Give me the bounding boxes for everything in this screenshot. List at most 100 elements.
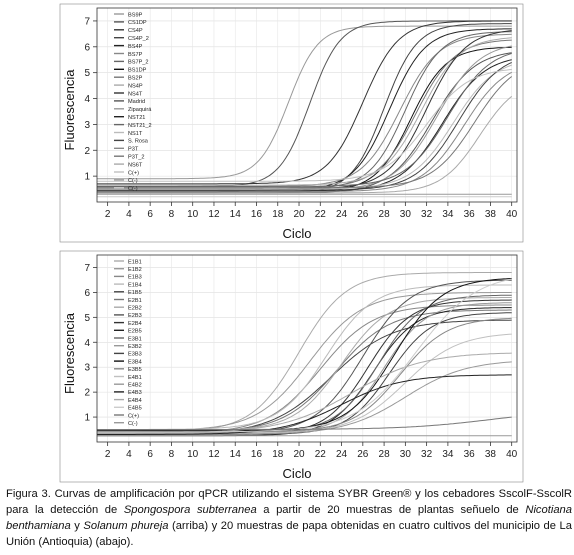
- x-tick-label: 30: [400, 449, 412, 460]
- legend-label: E1B5: [128, 290, 142, 296]
- legend-label: E1B1: [128, 259, 142, 265]
- x-axis-label: Ciclo: [283, 226, 312, 241]
- series-line-19: [97, 352, 512, 434]
- legend-label: NST21_2: [128, 123, 152, 129]
- legend-label: E2B4: [128, 321, 142, 327]
- series-line-7: [97, 31, 512, 190]
- series-line-18: [97, 374, 512, 435]
- caption-species-1: Spongospora subterranea: [123, 504, 257, 516]
- legend-label: E3B2: [128, 344, 142, 350]
- legend-label: E4B5: [128, 406, 142, 412]
- x-tick-label: 6: [147, 449, 153, 460]
- legend-label: E4B1: [128, 375, 142, 381]
- legend-label: C(-): [128, 421, 138, 427]
- series-line-16: [97, 64, 512, 190]
- x-tick-label: 18: [272, 209, 284, 220]
- legend-label: E3B4: [128, 359, 142, 365]
- legend-label: E3B3: [128, 352, 142, 358]
- x-tick-label: 18: [272, 449, 284, 460]
- legend-label: Madrid: [128, 99, 145, 105]
- series-line-11: [97, 294, 512, 433]
- series-line-2: [97, 20, 512, 187]
- legend-label: Zipaquirá: [128, 107, 152, 113]
- legend-label: E1B3: [128, 275, 142, 281]
- x-tick-label: 20: [293, 209, 305, 220]
- series-line-15: [97, 52, 512, 187]
- x-tick-label: 30: [400, 209, 412, 220]
- series-line-2: [97, 292, 512, 432]
- x-tick-label: 26: [357, 209, 369, 220]
- series-line-4: [97, 23, 512, 194]
- legend-label: NS6T: [128, 162, 143, 168]
- caption-species-2: Nicotiana benthamiana: [6, 504, 572, 532]
- legend-label: E4B3: [128, 390, 142, 396]
- legend-label: E2B1: [128, 298, 142, 304]
- y-tick-label: 6: [84, 288, 90, 299]
- y-tick-label: 5: [84, 313, 90, 324]
- legend-label: S. Rosa: [128, 139, 149, 145]
- series-line-19: [97, 76, 513, 189]
- y-tick-label: 6: [84, 42, 90, 53]
- series-line-11: [97, 30, 512, 190]
- series-line-6: [97, 309, 512, 433]
- legend: BS9P CS1DP CS4P CS4P_2 BS4P BS7P BS7P_2 BS1DP BS…: [114, 12, 152, 192]
- legend-label: CS4P_2: [128, 36, 149, 42]
- legend-label: E2B5: [128, 329, 142, 335]
- x-tick-label: 40: [506, 209, 518, 220]
- legend-label: BS2P: [128, 76, 143, 82]
- legend-label: C(-): [128, 186, 138, 192]
- legend-label: NS4T: [128, 91, 143, 97]
- series-line-10: [97, 37, 512, 186]
- y-tick-label: 7: [84, 16, 90, 27]
- x-tick-label: 32: [421, 449, 433, 460]
- figure-caption: Figura 3. Curvas de amplificación por qP…: [6, 486, 572, 550]
- series-line-20: [97, 278, 512, 433]
- series-line-16: [97, 333, 512, 434]
- legend-label: C(+): [128, 413, 139, 419]
- legend-label: C(+): [128, 170, 139, 176]
- y-tick-label: 1: [84, 172, 90, 183]
- x-tick-label: 4: [126, 449, 132, 460]
- series-line-21: [97, 69, 512, 182]
- x-tick-label: 10: [187, 449, 199, 460]
- x-tick-label: 24: [336, 449, 348, 460]
- legend-label: BS1DP: [128, 68, 147, 74]
- series-line-5: [97, 28, 512, 191]
- legend-label: E2B2: [128, 306, 142, 312]
- legend-label: NS4P: [128, 83, 143, 89]
- y-tick-label: 2: [84, 388, 90, 399]
- x-tick-label: 22: [315, 449, 327, 460]
- plot-frame: [96, 254, 518, 443]
- plot-frame: [96, 7, 518, 203]
- legend-label: E3B1: [128, 336, 142, 342]
- x-tick-label: 2: [105, 209, 111, 220]
- y-tick-label: 1: [84, 413, 90, 424]
- y-axis-label: Fluorescencia: [62, 69, 77, 151]
- x-tick-label: 16: [251, 449, 263, 460]
- legend-label: NST21: [128, 115, 145, 121]
- x-tick-label: 10: [187, 209, 199, 220]
- series-line-17: [97, 62, 512, 191]
- series-line-14: [97, 278, 512, 432]
- x-tick-label: 8: [169, 209, 175, 220]
- legend-label: BS7P: [128, 52, 143, 58]
- x-tick-label: 20: [293, 449, 305, 460]
- x-tick-label: 12: [208, 209, 220, 220]
- x-tick-label: 34: [442, 449, 454, 460]
- y-tick-label: 5: [84, 68, 90, 79]
- legend-label: P3T_2: [128, 155, 144, 161]
- y-tick-label: 3: [84, 120, 90, 131]
- legend-label: C(-): [128, 178, 138, 184]
- x-tick-label: 16: [251, 209, 263, 220]
- x-tick-label: 2: [105, 449, 111, 460]
- x-tick-label: 24: [336, 209, 348, 220]
- series-line-21: [97, 416, 512, 430]
- x-tick-label: 6: [147, 209, 153, 220]
- legend-label: E4B4: [128, 398, 142, 404]
- legend-label: E1B4: [128, 282, 142, 288]
- y-tick-label: 4: [84, 338, 90, 349]
- caption-species-3: Solanum phureja: [83, 520, 169, 532]
- series-line-20: [97, 96, 513, 194]
- x-tick-label: 8: [169, 449, 175, 460]
